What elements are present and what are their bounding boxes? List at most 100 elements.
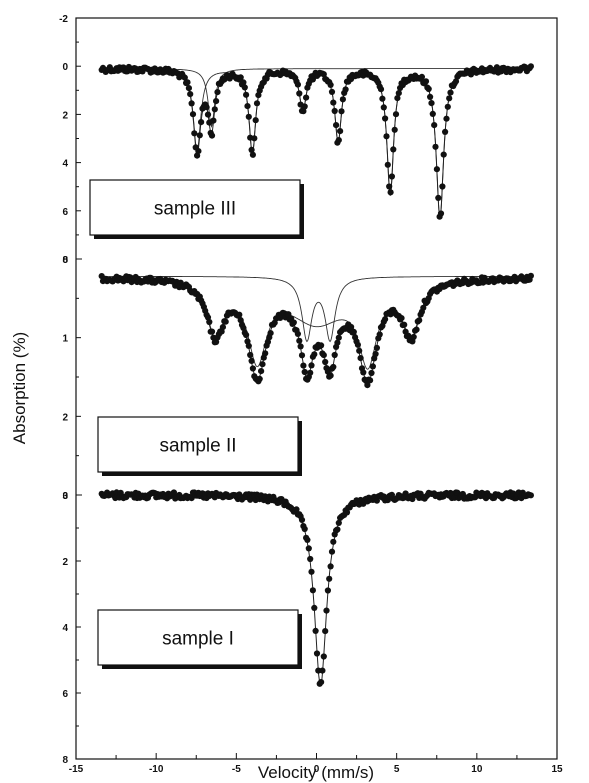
data-point <box>390 146 397 153</box>
data-point <box>382 316 389 323</box>
data-point <box>296 337 303 344</box>
y-tick-label: 8 <box>62 755 68 766</box>
data-point <box>377 86 385 93</box>
data-point <box>446 95 453 102</box>
data-point <box>432 143 439 150</box>
data-point <box>236 311 243 318</box>
data-point <box>350 328 357 335</box>
y-tick-label: 6 <box>62 207 68 218</box>
data-point <box>527 272 535 279</box>
data-point <box>401 321 408 328</box>
data-point <box>240 79 247 86</box>
points-layer <box>98 63 535 687</box>
data-point <box>418 73 425 80</box>
y-tick-label: -2 <box>59 14 68 25</box>
data-point <box>330 363 337 371</box>
data-point <box>382 115 389 122</box>
data-point <box>357 355 364 362</box>
data-point <box>437 210 445 217</box>
data-point <box>324 587 331 594</box>
sample-label-box <box>89 179 301 236</box>
data-point <box>290 319 297 326</box>
data-point <box>307 555 314 563</box>
data-point <box>328 88 336 95</box>
data-point <box>301 525 308 533</box>
data-point <box>208 132 216 139</box>
data-point <box>439 183 446 190</box>
data-point <box>368 369 375 377</box>
data-point <box>356 347 363 354</box>
data-point <box>245 342 252 349</box>
data-point <box>387 189 394 196</box>
data-point <box>431 122 438 129</box>
data-point <box>443 115 450 122</box>
data-point <box>222 318 229 325</box>
data-point <box>334 339 341 346</box>
data-point <box>240 324 247 331</box>
data-point <box>245 113 252 120</box>
data-point <box>444 103 451 110</box>
data-point <box>319 667 326 674</box>
sample-label: sample III <box>154 199 236 220</box>
data-point <box>203 104 210 111</box>
data-point <box>416 317 423 324</box>
data-point <box>308 362 315 369</box>
y-tick-label: 0 <box>62 491 68 502</box>
data-point <box>294 81 301 88</box>
x-ticks-layer: -15 -10 -5 0 5 10 15 <box>69 753 563 775</box>
data-point <box>320 653 327 660</box>
data-point <box>435 194 442 201</box>
data-point <box>311 604 318 612</box>
data-point <box>241 84 248 91</box>
sample-label: sample I <box>162 629 234 650</box>
data-point <box>252 117 259 124</box>
data-point <box>301 368 308 376</box>
data-point <box>189 111 197 118</box>
data-point <box>243 331 250 339</box>
data-point <box>298 516 306 524</box>
data-point <box>338 108 345 115</box>
data-point <box>313 650 321 657</box>
data-point <box>422 78 430 85</box>
y-tick-label: 0 <box>62 255 68 266</box>
data-point <box>427 93 434 100</box>
data-point <box>420 304 427 311</box>
data-point <box>527 492 535 499</box>
data-point <box>447 89 454 96</box>
data-point <box>348 323 355 331</box>
data-point <box>256 375 263 382</box>
data-point <box>320 71 327 78</box>
data-point <box>394 95 401 102</box>
data-point <box>343 509 351 516</box>
data-point <box>258 368 265 375</box>
data-point <box>386 183 393 190</box>
data-point <box>335 137 342 144</box>
data-point <box>249 365 256 372</box>
data-point <box>248 357 255 364</box>
data-point <box>208 328 216 335</box>
data-point <box>301 103 308 110</box>
x-tick-label: -5 <box>232 764 241 775</box>
data-point <box>384 161 391 168</box>
fit-component-curve <box>103 275 529 343</box>
data-point <box>300 108 307 115</box>
y-tick-label: 0 <box>62 62 68 73</box>
data-point <box>327 81 334 88</box>
data-point <box>210 117 217 124</box>
data-point <box>342 86 349 93</box>
data-point <box>376 331 383 338</box>
data-point <box>243 91 250 98</box>
y-tick-label: 8 <box>62 255 68 266</box>
y-tick-label: 1 <box>62 334 68 345</box>
y-tick-label: 6 <box>62 689 68 700</box>
data-point <box>195 148 202 155</box>
data-point <box>267 330 274 337</box>
data-point <box>391 126 398 133</box>
data-point <box>335 519 342 527</box>
data-point <box>206 318 213 326</box>
data-point <box>184 79 191 86</box>
y-tick-label: 2 <box>62 412 68 423</box>
data-point <box>322 628 329 635</box>
data-point <box>326 575 333 582</box>
data-point <box>380 104 387 111</box>
